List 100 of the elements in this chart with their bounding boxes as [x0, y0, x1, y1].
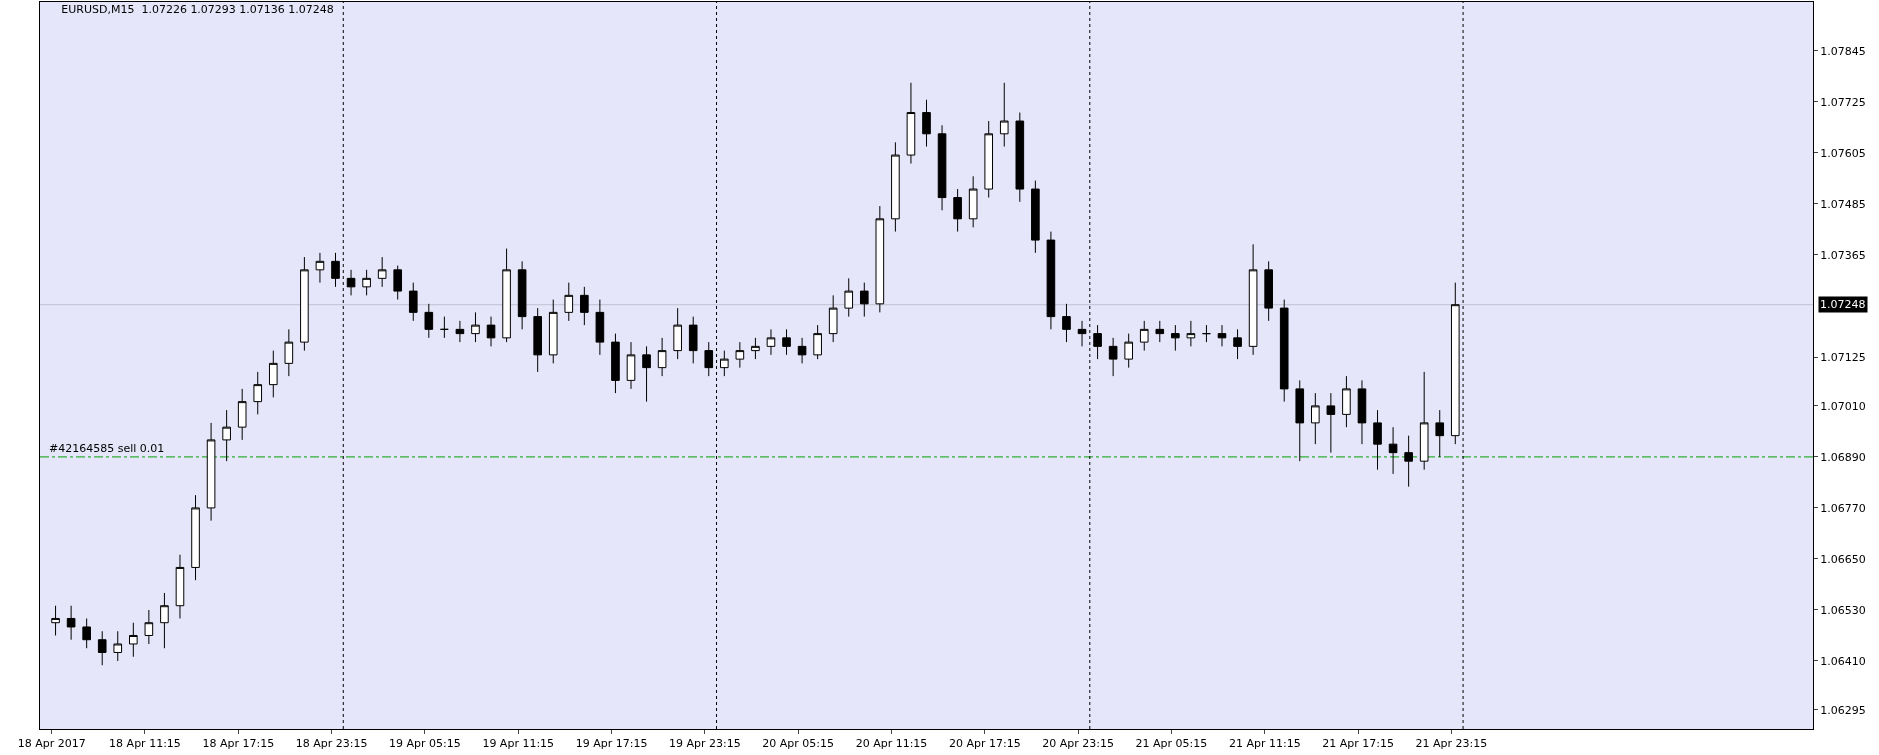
candlestick: [673, 307, 682, 360]
x-tick-label: 20 Apr 23:15: [1042, 737, 1115, 751]
candlestick: [875, 205, 885, 313]
candlestick: [533, 307, 542, 373]
y-tick-label: 1.07485: [1820, 197, 1866, 211]
candlestick: [906, 82, 916, 165]
candlestick: [1419, 371, 1429, 471]
candlestick: [720, 350, 729, 377]
candlestick: [66, 605, 76, 641]
candlestick: [1046, 231, 1056, 330]
candlestick: [1295, 379, 1305, 462]
candlestick: [486, 316, 496, 347]
candlestick: [688, 316, 698, 364]
candlestick: [113, 630, 123, 662]
candlestick: [1233, 328, 1242, 360]
candlestick: [891, 141, 900, 233]
candlestick: [922, 99, 931, 148]
chart-title: EURUSD,M15 1.07226 1.07293 1.07136 1.07248: [61, 3, 334, 17]
candlestick: [782, 328, 791, 356]
candlestick: [1279, 299, 1289, 403]
candlestick: [657, 337, 667, 377]
candlestick: [1139, 320, 1149, 352]
x-tick-label: 20 Apr 17:15: [948, 737, 1021, 751]
candlestick: [984, 120, 994, 199]
candlestick: [1077, 320, 1087, 347]
y-tick-label: 1.06410: [1820, 654, 1866, 668]
y-tick-label: 1.07605: [1820, 146, 1866, 160]
candlestick: [1015, 112, 1025, 203]
candlestick: [1388, 426, 1398, 475]
candlestick: [1202, 324, 1211, 343]
candlestick: [751, 337, 760, 360]
candlestick: [517, 260, 527, 330]
candlestick: [1450, 282, 1460, 445]
candlestick: [859, 282, 869, 318]
candlestick: [237, 388, 247, 441]
candlestick: [1435, 409, 1445, 458]
candlestick: [937, 124, 947, 211]
candlestick: [1031, 180, 1040, 254]
candlestick: [300, 256, 309, 352]
candlestick: [844, 277, 854, 318]
candlestick: [968, 175, 978, 228]
y-tick-label: 1.07365: [1820, 248, 1866, 262]
y-tick-label: 1.07125: [1820, 350, 1866, 364]
y-tick-label: 1.07845: [1820, 44, 1866, 58]
x-tick-label: 20 Apr 11:15: [855, 737, 928, 751]
x-tick-label: 18 Apr 11:15: [109, 737, 181, 751]
candlestick: [408, 282, 418, 322]
y-tick-label: 1.06530: [1820, 603, 1866, 617]
x-tick-label: 19 Apr 17:15: [575, 737, 648, 751]
candlestick: [735, 341, 745, 369]
candlestick: [315, 252, 325, 284]
candlestick: [1404, 435, 1413, 488]
x-tick-label: 19 Apr 11:15: [482, 737, 555, 751]
x-tick-label: 21 Apr 05:15: [1135, 737, 1208, 751]
candlestick: [1108, 337, 1118, 377]
candlestick: [1155, 320, 1165, 343]
candlestick: [222, 409, 231, 462]
x-tick-label: 21 Apr 17:15: [1322, 737, 1394, 751]
candlestick: [175, 554, 185, 619]
candlestick: [611, 333, 620, 394]
x-tick-label: 19 Apr 23:15: [669, 737, 741, 751]
candlestick: [206, 422, 216, 522]
ref-line-label: #42164585 sell 0.01: [49, 442, 165, 455]
candlestick: [97, 630, 107, 666]
x-tick-label: 18 Apr 2017: [17, 737, 86, 751]
candlestick: [595, 299, 605, 356]
candlestick: [548, 299, 558, 364]
x-tick-label: 18 Apr 17:15: [202, 737, 275, 751]
x-tick-label: 21 Apr 11:15: [1228, 737, 1301, 751]
candlestick: [797, 337, 807, 364]
candlestick: [1326, 392, 1336, 454]
candlestick: [144, 609, 154, 645]
y-tick-label: 1.06890: [1820, 450, 1866, 464]
candlestick: [1311, 392, 1320, 445]
candlestick: [828, 294, 838, 343]
candlestick: [424, 303, 434, 339]
candlestick: [1373, 409, 1382, 471]
candlestick: [253, 371, 263, 415]
candlestick: [284, 328, 294, 377]
candlestick: [564, 282, 574, 322]
y-tick-label: 1.06770: [1820, 501, 1866, 515]
candlestick: [813, 324, 822, 360]
ref-line-label: 1.07248: [1820, 298, 1866, 311]
candlestick: [766, 328, 776, 356]
candlestick: [1186, 320, 1196, 347]
candlestick: [1062, 303, 1071, 343]
candlestick: [626, 341, 636, 390]
y-tick-label: 1.06650: [1820, 552, 1866, 566]
candlestick: [51, 605, 60, 636]
candlestick: [362, 269, 371, 296]
candlestick: [1171, 324, 1180, 352]
candlestick: [1264, 260, 1273, 322]
candlestick: [82, 617, 91, 649]
candlestick: [440, 316, 449, 339]
candlestick: [455, 320, 465, 343]
candlestick: [704, 341, 714, 377]
candlestick: [268, 350, 278, 398]
y-tick-label: 1.07010: [1820, 399, 1866, 413]
candlestick: [331, 252, 340, 288]
candlestick: [1342, 375, 1351, 428]
